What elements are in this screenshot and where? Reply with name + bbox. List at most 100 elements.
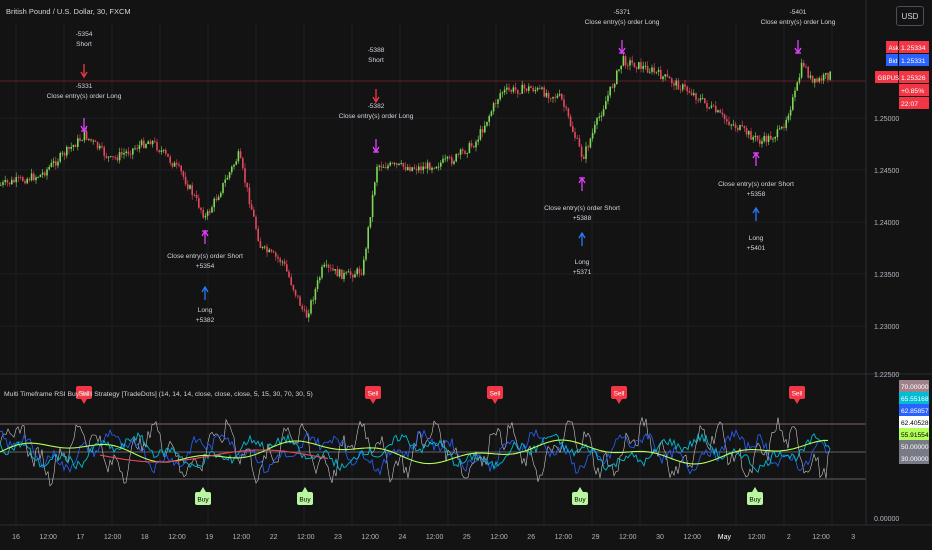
sell-label: Sell	[79, 391, 90, 398]
time-tick-label: 12:00	[361, 534, 379, 541]
trade-label-line: -5331	[76, 83, 93, 90]
trade-label-line: -5382	[368, 103, 385, 110]
indicator-badge-value: 50.00000	[901, 444, 929, 451]
trade-label: -5382 Close entry(s) order Long	[339, 103, 414, 154]
time-tick-label: 12:00	[39, 534, 57, 541]
trade-label-line: Close entry(s) order Long	[761, 19, 836, 26]
buy-signal: Buy	[572, 487, 588, 505]
indicator-badge: 62.40528	[899, 416, 929, 428]
buy-label: Buy	[749, 497, 761, 504]
time-tick-label: 30	[656, 534, 664, 541]
trade-label: Close entry(s) order Short +5358	[718, 151, 794, 198]
time-tick-label: 26	[527, 534, 535, 541]
trade-label-line: Close entry(s) order Long	[585, 19, 660, 26]
trade-label-line: +5371	[573, 269, 592, 276]
trade-label: -5401 Close entry(s) order Long	[761, 9, 836, 55]
trade-label: Close entry(s) order Short +5388	[544, 176, 620, 222]
trade-label: -5354 Short	[76, 31, 93, 79]
arrow-down-icon	[80, 118, 88, 133]
trade-label-line: +5358	[747, 191, 766, 198]
trade-label: Long +5371	[573, 231, 592, 276]
time-tick-label: 18	[141, 534, 149, 541]
trade-label-line: -5388	[368, 47, 385, 54]
indicator-badge: 65.55168	[899, 392, 929, 404]
trade-label: Long +5382	[196, 285, 215, 324]
indicator-badge-value: 30.00000	[901, 456, 929, 463]
indicator-badge-value: 65.55168	[901, 396, 929, 403]
arrow-down-icon	[618, 40, 626, 55]
arrow-up-icon	[578, 231, 586, 246]
indicator-badge: 50.00000	[899, 440, 929, 452]
buy-signal: Buy	[195, 487, 211, 505]
time-tick-label: 12:00	[619, 534, 637, 541]
rsi-smoothed	[0, 439, 828, 465]
trade-label-line: Close entry(s) order Short	[167, 253, 243, 260]
trade-label-line: -5401	[790, 9, 807, 16]
arrow-up-icon	[201, 285, 209, 300]
rsi-series	[0, 428, 831, 476]
time-tick-label: 25	[463, 534, 471, 541]
arrow-up-icon	[752, 151, 760, 166]
arrow-up-icon	[752, 206, 760, 221]
trade-label-line: Short	[368, 57, 384, 64]
buy-signal: Buy	[297, 487, 313, 505]
price-tick-label: 1.23500	[874, 272, 899, 279]
rsi-smoothed-down	[99, 449, 329, 463]
indicator-badge-value: 62.40528	[901, 420, 929, 427]
price-tick-label: 1.24000	[874, 220, 899, 227]
trade-label-line: -5371	[614, 9, 631, 16]
time-tick-label: 12:00	[555, 534, 573, 541]
sell-signal: Sell	[76, 386, 92, 404]
indicator-badge: 30.00000	[899, 452, 929, 464]
price-badge: Ask 1.25334	[886, 41, 929, 53]
trade-label-line: +5388	[573, 215, 592, 222]
price-badge-tag: Ask	[889, 45, 900, 52]
trade-label-line: Close entry(s) order Short	[544, 205, 620, 212]
time-tick-label: 12:00	[426, 534, 444, 541]
arrow-down-icon	[372, 89, 380, 104]
indicator-title: Multi Timeframe RSI Buy Sell Strategy [T…	[4, 391, 313, 398]
price-axis[interactable]: 1.25000 1.24500 1.24000 1.23500 1.23000 1.225…	[874, 41, 929, 379]
trade-label-line: Long	[575, 259, 590, 266]
indicator-badge-value: 55.91554	[901, 432, 929, 439]
trade-label: -5388 Short	[368, 47, 385, 104]
price-tick-label: 1.23000	[874, 324, 899, 331]
rsi-series	[0, 431, 831, 474]
time-tick-label: May	[718, 534, 732, 541]
indicator-badge-value: 62.85857	[901, 408, 929, 415]
buy-signal: Buy	[747, 487, 763, 505]
time-tick-label: 12:00	[490, 534, 508, 541]
time-tick-label: 12:00	[812, 534, 830, 541]
indicator-badge: 62.85857	[899, 404, 929, 416]
time-tick-label: 23	[334, 534, 342, 541]
trade-label-line: Close entry(s) order Long	[339, 113, 414, 120]
price-badge-value: 1.25331	[901, 58, 926, 65]
trade-label: -5331 Close entry(s) order Long	[47, 83, 122, 133]
sell-signal: Sell	[365, 386, 381, 404]
sell-label: Sell	[614, 391, 625, 398]
time-tick-label: 29	[592, 534, 600, 541]
price-badge: Bid 1.25331	[886, 54, 929, 66]
price-tick-label: 1.22500	[874, 372, 899, 379]
trade-label-line: Long	[198, 307, 213, 314]
price-badge-value: 22:07	[901, 101, 918, 108]
indicator-badge: 55.91554	[899, 428, 929, 440]
buy-label: Buy	[299, 497, 311, 504]
price-badge-value: 1.25326	[901, 75, 926, 82]
trade-markers: -5354 Short -5331 Close entry(s) order Long…	[47, 9, 836, 324]
trade-label-line: Short	[76, 41, 92, 48]
trade-label: -5371 Close entry(s) order Long	[585, 9, 660, 55]
trade-label-line: Long	[749, 235, 764, 242]
trade-label-line: +5382	[196, 317, 215, 324]
arrow-down-icon	[80, 64, 88, 79]
arrow-down-icon	[794, 40, 802, 55]
arrow-up-icon	[201, 229, 209, 244]
arrow-down-icon	[372, 139, 380, 154]
time-axis[interactable]: 16 12:00 17 12:00 18 12:00 19 12:00 22 12:00 23 12:…	[0, 524, 932, 541]
sell-signal: Sell	[611, 386, 627, 404]
trade-label-line: +5354	[196, 263, 215, 270]
currency-button[interactable]: USD	[896, 6, 924, 26]
time-tick-label: 12:00	[748, 534, 766, 541]
